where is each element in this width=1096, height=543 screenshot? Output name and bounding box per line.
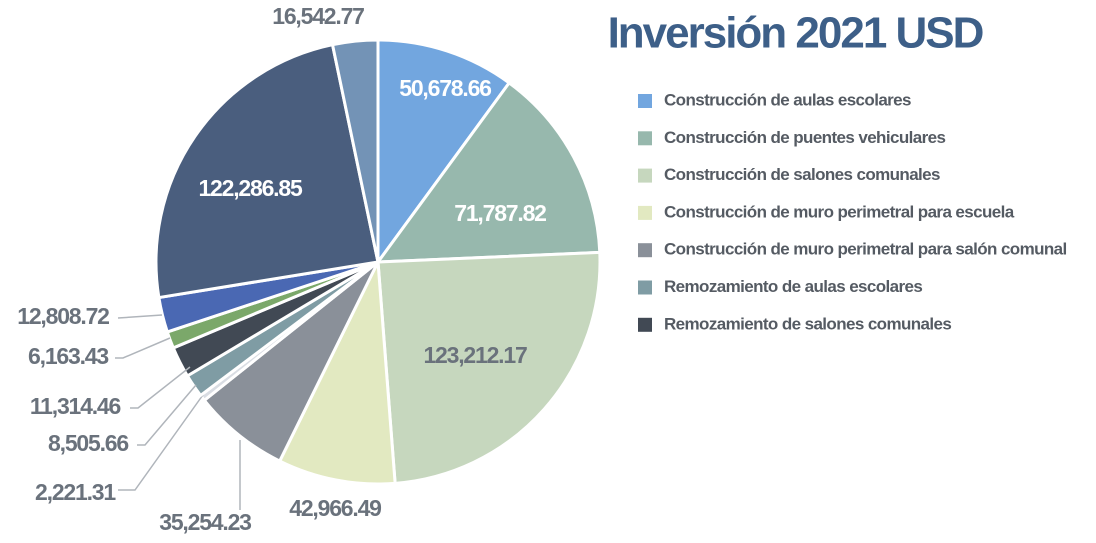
legend-swatch bbox=[638, 280, 652, 295]
legend-label: Construcción de muro perimetral para sal… bbox=[664, 240, 1067, 259]
legend-label: Remozamiento de salones comunales bbox=[664, 314, 951, 333]
data-label: 6,163.43 bbox=[28, 343, 108, 369]
legend-label: Construcción de aulas escolares bbox=[664, 90, 911, 109]
data-label: 2,221.31 bbox=[35, 479, 116, 505]
chart-title: Inversión 2021 USD bbox=[608, 9, 983, 58]
legend-swatch bbox=[638, 94, 652, 108]
data-label: 42,966.49 bbox=[289, 495, 381, 521]
data-label: 12,808.72 bbox=[17, 303, 109, 329]
data-label: 8,505.66 bbox=[48, 430, 128, 456]
leader-line bbox=[117, 314, 163, 319]
pie-slice bbox=[374, 80, 602, 264]
data-label: 11,314.46 bbox=[30, 393, 121, 419]
legend-label: Construcción de muro perimetral para esc… bbox=[664, 202, 1015, 221]
legend-label: Construcción de salones comunales bbox=[664, 165, 940, 184]
data-label: 35,254.23 bbox=[159, 509, 251, 535]
data-label: 122,286.85 bbox=[198, 175, 303, 201]
leader-line bbox=[130, 366, 191, 409]
leader-line bbox=[137, 384, 197, 446]
data-label: 123,212.17 bbox=[423, 342, 527, 368]
legend-swatch bbox=[638, 205, 652, 220]
legend-swatch bbox=[638, 168, 652, 183]
legend-label: Remozamiento de aulas escolares bbox=[664, 277, 922, 296]
data-label: 50,678.66 bbox=[399, 75, 491, 101]
pie-slice bbox=[330, 38, 380, 263]
legend-swatch bbox=[638, 243, 652, 258]
legend-swatch bbox=[638, 131, 652, 146]
pie-slice bbox=[154, 42, 380, 300]
legend-label: Construcción de puentes vehiculares bbox=[664, 128, 945, 147]
pie-slice bbox=[376, 38, 512, 267]
data-label: 71,787.82 bbox=[454, 200, 546, 226]
leader-line bbox=[115, 337, 171, 359]
legend-swatch bbox=[638, 317, 652, 332]
data-label: 16,542.77 bbox=[272, 3, 364, 29]
pie-slice bbox=[277, 256, 397, 486]
leader-line bbox=[118, 391, 206, 491]
pie-slice bbox=[376, 250, 602, 485]
